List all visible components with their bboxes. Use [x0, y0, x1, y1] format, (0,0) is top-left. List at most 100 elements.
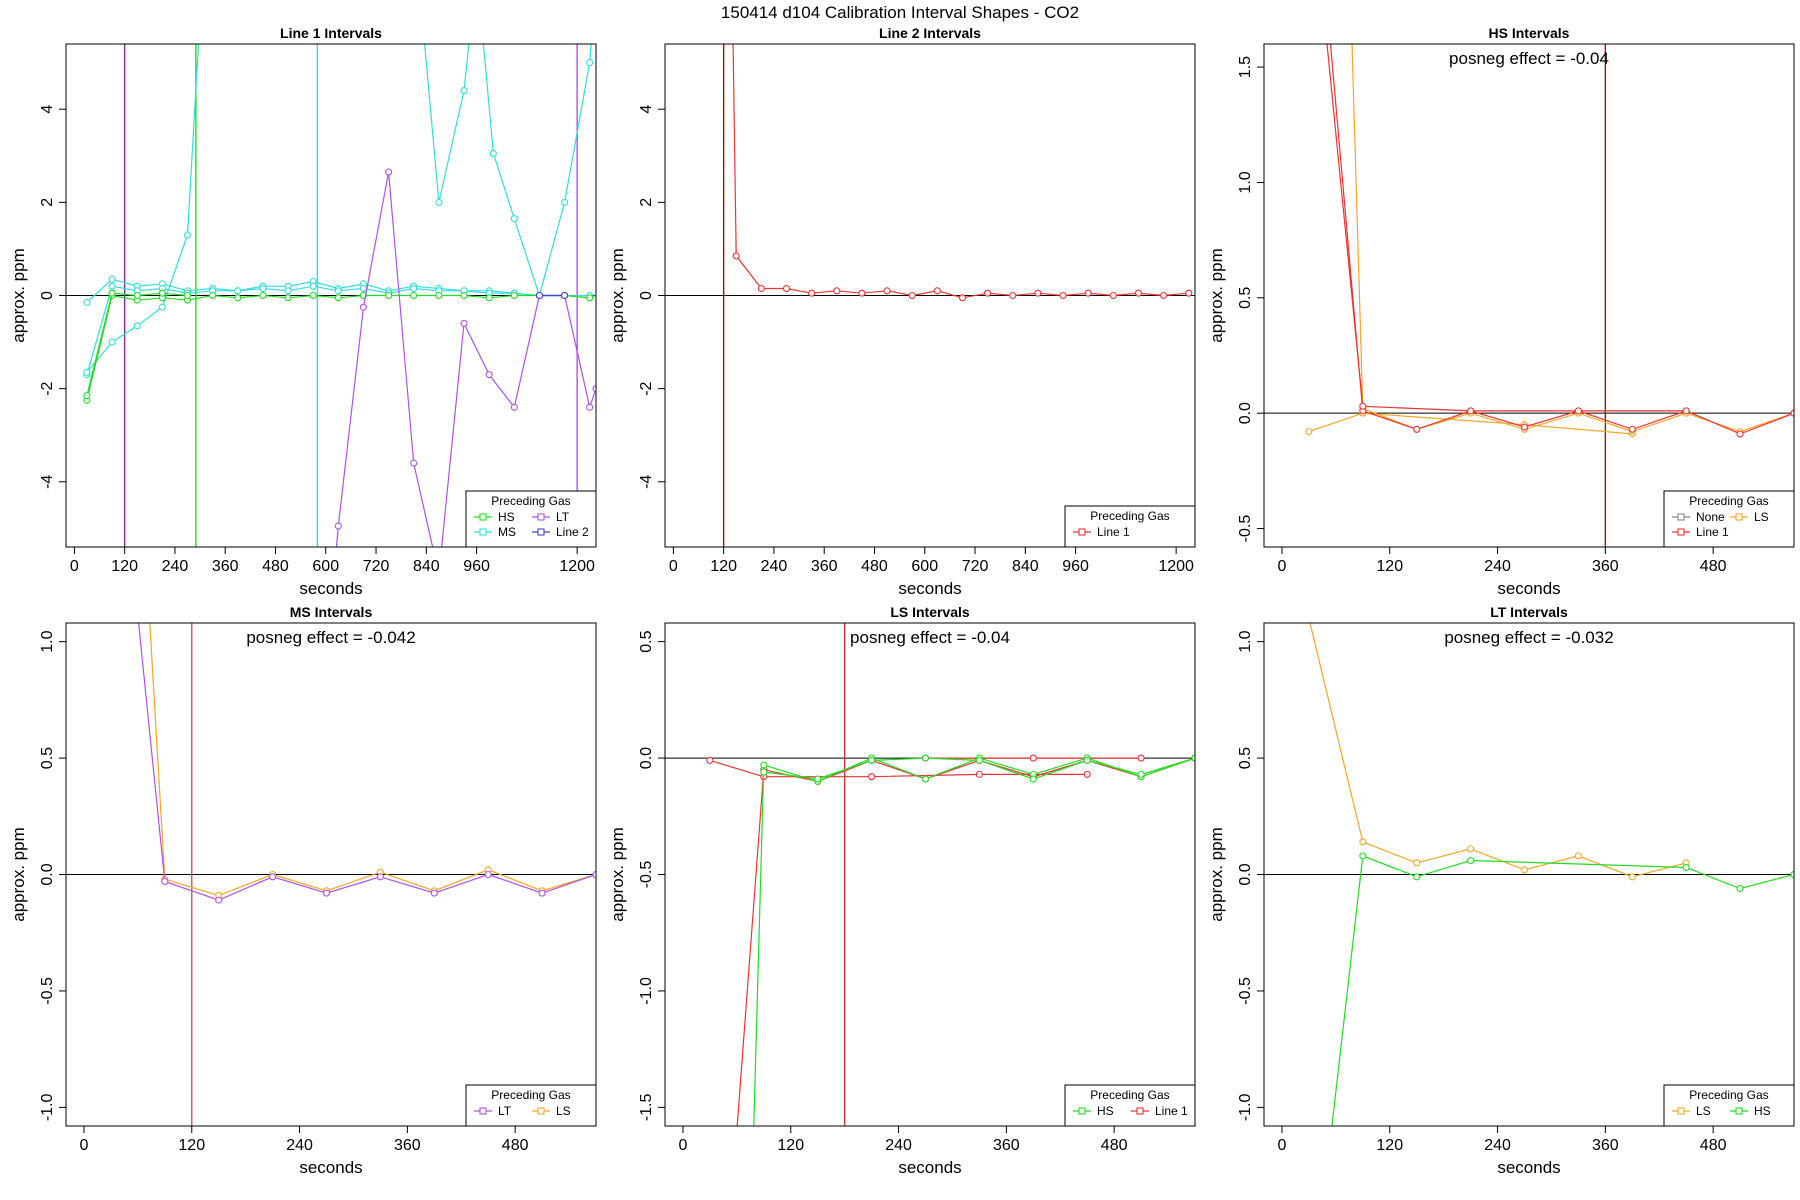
data-point [975, 756, 983, 764]
data-point [908, 291, 916, 300]
x-tick-label: 120 [1376, 558, 1403, 575]
data-point [1137, 770, 1145, 778]
y-tick-label: 0.0 [39, 863, 56, 885]
data-point [1109, 291, 1117, 300]
data-point [535, 291, 543, 300]
legend-entry-label: HS [1754, 1104, 1771, 1118]
legend-title: Preceding Gas [491, 1088, 570, 1102]
data-point [510, 403, 518, 411]
x-axis-label: seconds [1497, 579, 1560, 598]
data-point [561, 291, 569, 300]
data-point [782, 284, 791, 293]
legend-title: Preceding Gas [1090, 509, 1169, 523]
data-point [586, 294, 594, 302]
data-point [234, 294, 242, 302]
legend-swatch-marker [537, 1107, 545, 1115]
y-axis-label: approx. ppm [608, 248, 627, 343]
data-point [1359, 402, 1367, 410]
x-tick-label: 0 [1278, 558, 1287, 575]
y-tick-label: 1.5 [1237, 56, 1254, 78]
y-tick-label: -4 [638, 475, 655, 489]
data-point [1413, 873, 1421, 881]
y-tick-label: 0 [39, 291, 56, 300]
data-point [1134, 289, 1142, 297]
plot-body [665, 44, 1195, 547]
data-point [1305, 428, 1313, 436]
legend-title: Preceding Gas [1689, 494, 1768, 508]
y-tick-label: 0.5 [1237, 287, 1254, 309]
data-point [586, 403, 594, 411]
x-tick-label: 120 [111, 558, 138, 575]
x-tick-label: 840 [1012, 558, 1039, 575]
series-line [1309, 623, 1687, 878]
legend-swatch-marker [537, 528, 545, 536]
data-point [1059, 291, 1067, 300]
data-point [510, 291, 518, 300]
legend-box [465, 1084, 597, 1127]
data-point [1790, 409, 1794, 417]
data-point [1029, 754, 1037, 762]
y-axis-label: approx. ppm [9, 827, 28, 922]
data-point [460, 87, 468, 95]
data-point [334, 522, 342, 530]
legend-box [1064, 505, 1196, 548]
x-tick-label: 480 [861, 558, 888, 575]
x-tick-label: 480 [1700, 558, 1727, 575]
panel-title: LS Intervals [890, 604, 970, 620]
data-point [322, 889, 331, 897]
y-tick-label: -0.5 [39, 977, 56, 1005]
data-point [1034, 289, 1042, 297]
x-tick-label: 480 [1101, 1137, 1128, 1154]
panel-6: LT Intervals seconds approx. ppm 0 120 240 360… [1207, 604, 1795, 1177]
y-tick-label: 0 [638, 291, 655, 300]
y-tick-label: 2 [39, 198, 56, 207]
x-axis-label: seconds [898, 1158, 961, 1177]
x-tick-label: 720 [363, 558, 390, 575]
x-tick-label: 120 [178, 1137, 205, 1154]
data-point [158, 289, 166, 297]
x-tick-label: 240 [1484, 558, 1511, 575]
data-point [410, 291, 418, 300]
legend-entry-label: LS [1696, 1104, 1711, 1118]
panel-title: Line 1 Intervals [280, 25, 382, 41]
data-point [410, 459, 418, 467]
y-tick-label: 4 [39, 105, 56, 114]
data-point [1574, 852, 1582, 860]
x-tick-label: 0 [1278, 1137, 1287, 1154]
x-tick-label: 240 [761, 558, 788, 575]
y-axis-label: approx. ppm [1207, 248, 1226, 343]
data-point [376, 873, 384, 881]
y-tick-label: -0.5 [1237, 515, 1254, 543]
legend-entry-label: MS [498, 525, 516, 539]
series-line [86, 44, 200, 373]
data-point [83, 368, 91, 376]
y-tick-label: -1.5 [638, 1093, 655, 1121]
data-point [706, 756, 714, 764]
data-point [183, 291, 192, 300]
data-point [435, 198, 443, 206]
plot-frame [65, 43, 597, 548]
data-point [1413, 859, 1421, 867]
data-point [868, 773, 876, 781]
legend-entry-label: None [1696, 510, 1725, 524]
legend-swatch-marker [1677, 528, 1685, 536]
data-point [808, 289, 816, 297]
data-point [385, 291, 393, 300]
legend-entry-label: LT [556, 510, 570, 524]
data-point [359, 284, 368, 293]
legend-entry-label: Line 1 [1696, 525, 1729, 539]
data-point [1520, 423, 1529, 431]
legend-swatch-marker [1735, 1107, 1743, 1115]
data-point [1628, 425, 1636, 433]
data-point [1009, 291, 1017, 300]
posneg-annotation: posneg effect = -0.04 [1449, 49, 1609, 68]
plot-body [1264, 623, 1794, 1126]
data-point [485, 371, 493, 379]
panel-4: MS Intervals seconds approx. ppm 0 120 240 360… [9, 604, 597, 1177]
data-point [1413, 425, 1421, 433]
x-tick-label: 960 [463, 558, 490, 575]
data-point [133, 291, 141, 300]
data-point [760, 768, 768, 776]
